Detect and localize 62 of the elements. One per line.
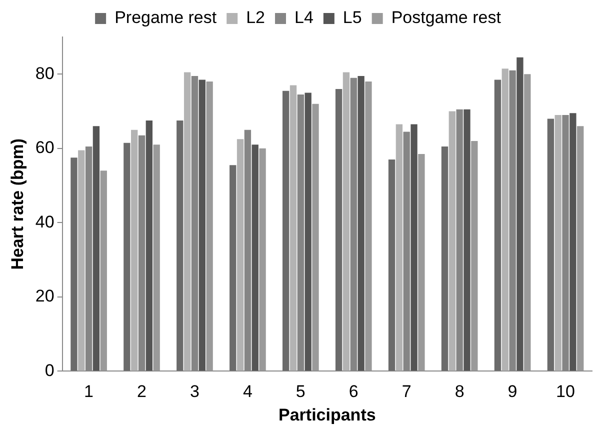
legend-label: L4 [294, 8, 314, 28]
y-tick-label: 40 [35, 212, 54, 232]
bar [494, 80, 502, 371]
y-tick-label: 0 [44, 360, 54, 380]
bar [131, 130, 138, 371]
bar [92, 126, 100, 371]
bar [304, 92, 312, 371]
x-tick-label: 6 [348, 382, 358, 402]
legend-label: L5 [342, 8, 362, 28]
bar [410, 124, 418, 371]
x-tick-label: 9 [508, 382, 518, 402]
bar [259, 148, 266, 371]
bar [570, 113, 576, 371]
bar [198, 80, 206, 371]
bar [441, 146, 448, 371]
x-tick-label: 10 [556, 382, 575, 402]
bar [524, 74, 531, 371]
bar [554, 114, 562, 371]
bar [206, 82, 213, 371]
x-tick-label: 7 [402, 382, 412, 402]
bar [282, 90, 290, 371]
bar [448, 111, 456, 371]
y-tick-label: 80 [35, 64, 54, 83]
bar [176, 120, 184, 371]
bar [516, 57, 524, 371]
bar [236, 139, 244, 371]
bar [502, 68, 508, 371]
bar [184, 72, 191, 371]
bar [365, 82, 372, 371]
y-tick-label: 20 [35, 286, 54, 306]
x-tick-label: 1 [84, 382, 94, 402]
bar [312, 104, 319, 371]
bar [358, 76, 364, 371]
legend-label: Postgame rest [391, 8, 502, 28]
bar [464, 109, 470, 371]
bar [388, 160, 396, 371]
x-tick-label: 2 [137, 382, 146, 402]
bar [396, 124, 403, 371]
x-tick-label: 3 [190, 382, 200, 402]
bar [290, 85, 297, 371]
x-tick-label: 5 [296, 382, 306, 402]
x-tick-label: 8 [454, 382, 464, 402]
bar [547, 118, 554, 371]
bar [577, 126, 584, 371]
bar [146, 120, 153, 371]
bar [100, 170, 107, 371]
bar [78, 150, 85, 371]
y-tick-label: 60 [35, 138, 54, 158]
y-axis-title: Heart rate (bpm) [8, 138, 27, 270]
legend-label: L2 [246, 8, 266, 28]
bar [252, 144, 258, 371]
x-axis-title: Participants [278, 405, 376, 424]
legend-label: Pregame rest [114, 8, 217, 28]
bar [230, 165, 236, 371]
bar [153, 144, 160, 371]
bar [124, 142, 130, 371]
bar [335, 88, 342, 371]
bar [70, 158, 78, 371]
bar [471, 140, 478, 371]
x-tick-label: 4 [242, 382, 252, 402]
bar [342, 72, 350, 371]
bar [418, 154, 425, 371]
